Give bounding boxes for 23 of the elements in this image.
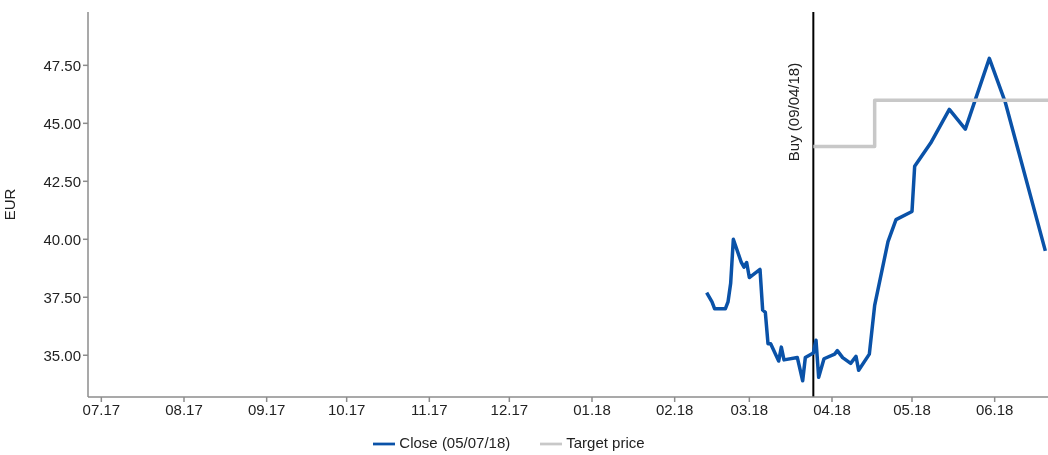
legend-label: Target price: [566, 433, 645, 451]
y-tick-label: 47.50: [43, 56, 81, 74]
x-tick-label: 07.17: [82, 400, 121, 418]
x-tick-label: 11.17: [411, 400, 448, 418]
x-tick-label: 02.18: [655, 400, 694, 418]
x-tick-label: 12.17: [490, 400, 529, 418]
y-axis-title: EUR: [1, 188, 19, 221]
y-tick-label: 35.00: [43, 346, 81, 364]
x-tick-label: 09.17: [247, 400, 286, 418]
x-tick-label: 01.18: [573, 400, 611, 418]
y-tick-label: 45.00: [43, 114, 81, 132]
x-tick-label: 06.18: [975, 400, 1014, 418]
y-tick-label: 42.50: [43, 172, 81, 190]
line-series: [704, 56, 1048, 383]
y-tick-label: 40.00: [43, 230, 81, 248]
x-tick-label: 05.18: [893, 400, 931, 418]
legend-label: Close (05/07/18): [399, 433, 511, 451]
x-tick-label: 08.17: [165, 400, 203, 418]
ref-line-label: Buy (09/04/18): [785, 62, 803, 162]
x-tick-label: 03.18: [730, 400, 769, 418]
y-tick-label: 37.50: [43, 288, 81, 306]
x-tick-label: 10.17: [327, 400, 366, 418]
x-tick-label: 04.18: [813, 400, 851, 418]
